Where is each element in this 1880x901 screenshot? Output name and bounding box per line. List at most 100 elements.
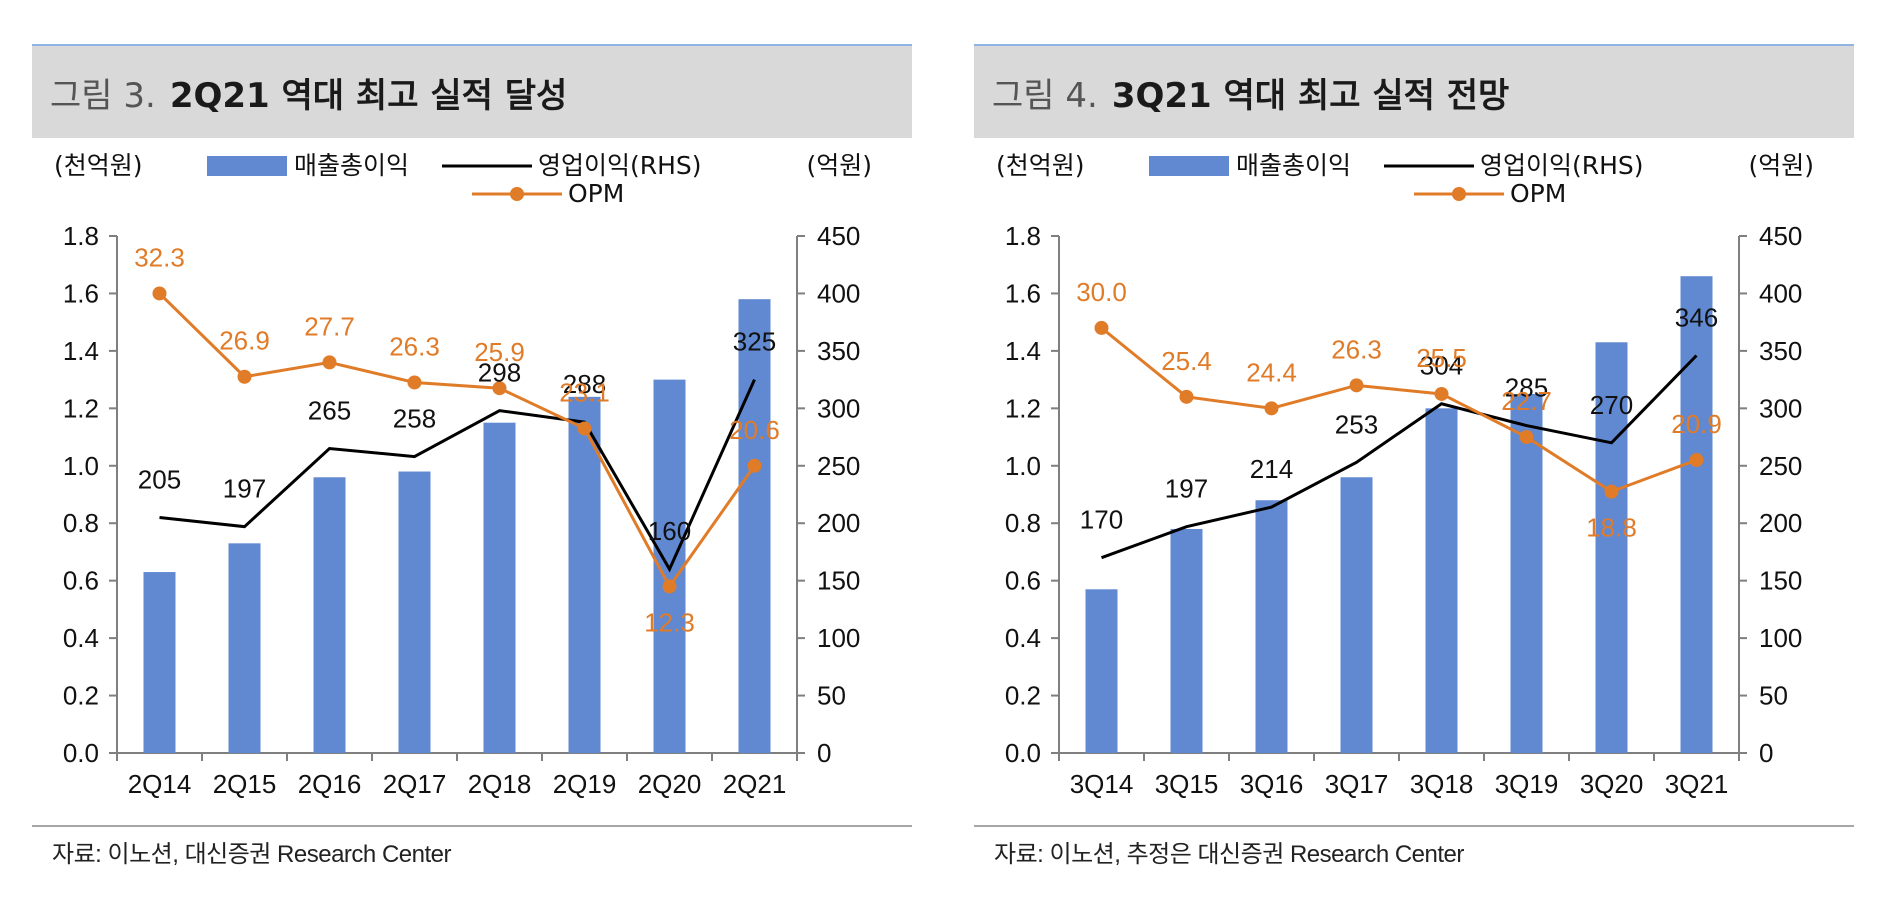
opm-data-label: 26.9 <box>219 326 270 356</box>
opm-marker <box>407 375 422 390</box>
opm-marker <box>1689 453 1704 468</box>
opm-line <box>1100 326 1698 494</box>
opm-marker <box>1434 386 1449 401</box>
opm-data-label: 18.8 <box>1586 513 1637 543</box>
x-tick-label: 3Q14 <box>1070 769 1134 799</box>
figure-number: 그림 3. <box>50 76 156 116</box>
combo-chart: (천억원) (억원) 매출총이익 영업이익(RHS)OPM 0.0 0.2 0.4 0.6 0.… <box>996 151 1814 799</box>
opm-marker <box>237 369 252 384</box>
legend-opm-label: OPM <box>1510 179 1566 208</box>
legend-opm-marker <box>510 187 524 201</box>
left-y-tick-label: 1.0 <box>1005 451 1041 481</box>
x-tick-label: 2Q18 <box>468 769 532 799</box>
left-axis-unit: (천억원) <box>996 151 1085 180</box>
left-y-tick-label: 1.0 <box>63 451 99 481</box>
opm-marker <box>492 381 507 396</box>
x-tick-label: 2Q15 <box>213 769 277 799</box>
opm-marker <box>1604 484 1619 499</box>
left-y-tick-label: 0.4 <box>1005 623 1041 653</box>
bar <box>1425 408 1458 753</box>
opm-data-label: 26.3 <box>1331 334 1382 364</box>
legend-opm-label: OPM <box>568 179 624 208</box>
bar <box>1085 589 1118 753</box>
source-note: 자료: 이노션, 추정은 대신증권 Research Center <box>994 841 1464 868</box>
left-y-tick-label: 1.4 <box>1005 336 1041 366</box>
right-y-tick-label: 350 <box>817 336 860 366</box>
legend-bar-label: 매출총이익 <box>294 151 409 180</box>
opm-data-label: 30.0 <box>1076 277 1127 307</box>
bar <box>1255 500 1288 753</box>
opm-marker <box>747 458 762 473</box>
left-y-tick-label: 1.8 <box>1005 221 1041 251</box>
x-tick-label: 3Q19 <box>1495 769 1559 799</box>
opm-data-label: 25.9 <box>474 337 525 367</box>
right-y-tick-label: 150 <box>1759 566 1802 596</box>
legend-line-label: 영업이익(RHS) <box>1480 151 1644 180</box>
operating-profit-data-label: 325 <box>733 327 776 357</box>
right-y-tick-label: 200 <box>1759 508 1802 538</box>
opm-data-label: 23.1 <box>559 377 610 407</box>
right-y-tick-label: 350 <box>1759 336 1802 366</box>
source-divider <box>32 825 912 827</box>
opm-data-label: 12.3 <box>644 607 695 637</box>
legend-bar-label: 매출총이익 <box>1236 151 1351 180</box>
opm-data-label: 24.4 <box>1246 357 1297 387</box>
left-axis-unit: (천억원) <box>54 151 143 180</box>
right-y-tick-label: 200 <box>817 508 860 538</box>
right-axis-unit: (억원) <box>1748 151 1814 180</box>
bar <box>143 572 176 753</box>
left-y-tick-label: 1.6 <box>1005 278 1041 308</box>
bar <box>398 471 431 753</box>
operating-profit-data-label: 270 <box>1590 390 1633 420</box>
figure-title: 그림 3. 2Q21 역대 최고 실적 달성 <box>50 68 567 117</box>
left-y-tick-label: 0.8 <box>63 508 99 538</box>
x-tick-label: 2Q16 <box>298 769 362 799</box>
opm-marker <box>152 286 167 301</box>
opm-data-label: 22.7 <box>1501 386 1552 416</box>
figure-title-bar: 그림 4. 3Q21 역대 최고 실적 전망 <box>974 44 1854 138</box>
operating-profit-data-label: 170 <box>1080 505 1123 535</box>
operating-profit-data-label: 285 <box>1505 373 1548 403</box>
operating-profit-data-label: 253 <box>1335 409 1378 439</box>
combo-chart: (천억원) (억원) 매출총이익 영업이익(RHS)OPM 0.0 0.2 0.4 0.6 0.… <box>54 151 872 799</box>
legend-opm-marker <box>1452 187 1466 201</box>
right-y-tick-label: 250 <box>817 451 860 481</box>
left-y-tick-label: 0.0 <box>63 738 99 768</box>
x-tick-label: 3Q15 <box>1155 769 1219 799</box>
opm-data-label: 32.3 <box>134 242 185 272</box>
right-y-tick-label: 400 <box>817 278 860 308</box>
right-y-tick-label: 400 <box>1759 278 1802 308</box>
left-y-tick-label: 0.0 <box>1005 738 1041 768</box>
right-y-tick-label: 0 <box>817 738 831 768</box>
opm-data-label: 27.7 <box>304 311 355 341</box>
left-y-tick-label: 0.2 <box>1005 681 1041 711</box>
x-tick-label: 3Q18 <box>1410 769 1474 799</box>
left-y-tick-label: 0.8 <box>1005 508 1041 538</box>
bar <box>1680 276 1713 753</box>
opm-marker <box>1264 401 1279 416</box>
left-y-tick-label: 1.6 <box>63 278 99 308</box>
right-y-tick-label: 450 <box>817 221 860 251</box>
opm-data-label: 26.3 <box>389 331 440 361</box>
operating-profit-data-label: 160 <box>648 516 691 546</box>
x-tick-label: 2Q20 <box>638 769 702 799</box>
opm-marker <box>1179 389 1194 404</box>
left-y-tick-label: 0.6 <box>63 566 99 596</box>
bar <box>1510 393 1543 753</box>
operating-profit-data-label: 214 <box>1250 454 1293 484</box>
operating-profit-data-label: 304 <box>1420 351 1463 381</box>
opm-data-label: 25.4 <box>1161 346 1212 376</box>
figure-panel-4: 그림 4. 3Q21 역대 최고 실적 전망 (천억원) (억원) 매출총이익 영업이익… <box>974 0 1854 901</box>
opm-marker <box>577 421 592 436</box>
x-tick-label: 3Q21 <box>1665 769 1729 799</box>
right-axis-unit: (억원) <box>806 151 872 180</box>
bar <box>228 543 261 753</box>
opm-marker <box>662 579 677 594</box>
right-y-tick-label: 250 <box>1759 451 1802 481</box>
opm-data-label: 20.9 <box>1671 409 1722 439</box>
legend-bar-swatch <box>1149 156 1229 176</box>
bar <box>313 477 346 753</box>
opm-marker <box>1094 320 1109 335</box>
figure-panel-3: 그림 3. 2Q21 역대 최고 실적 달성 (천억원) (억원) 매출총이익 영업이익… <box>32 0 912 901</box>
x-tick-label: 2Q21 <box>723 769 787 799</box>
